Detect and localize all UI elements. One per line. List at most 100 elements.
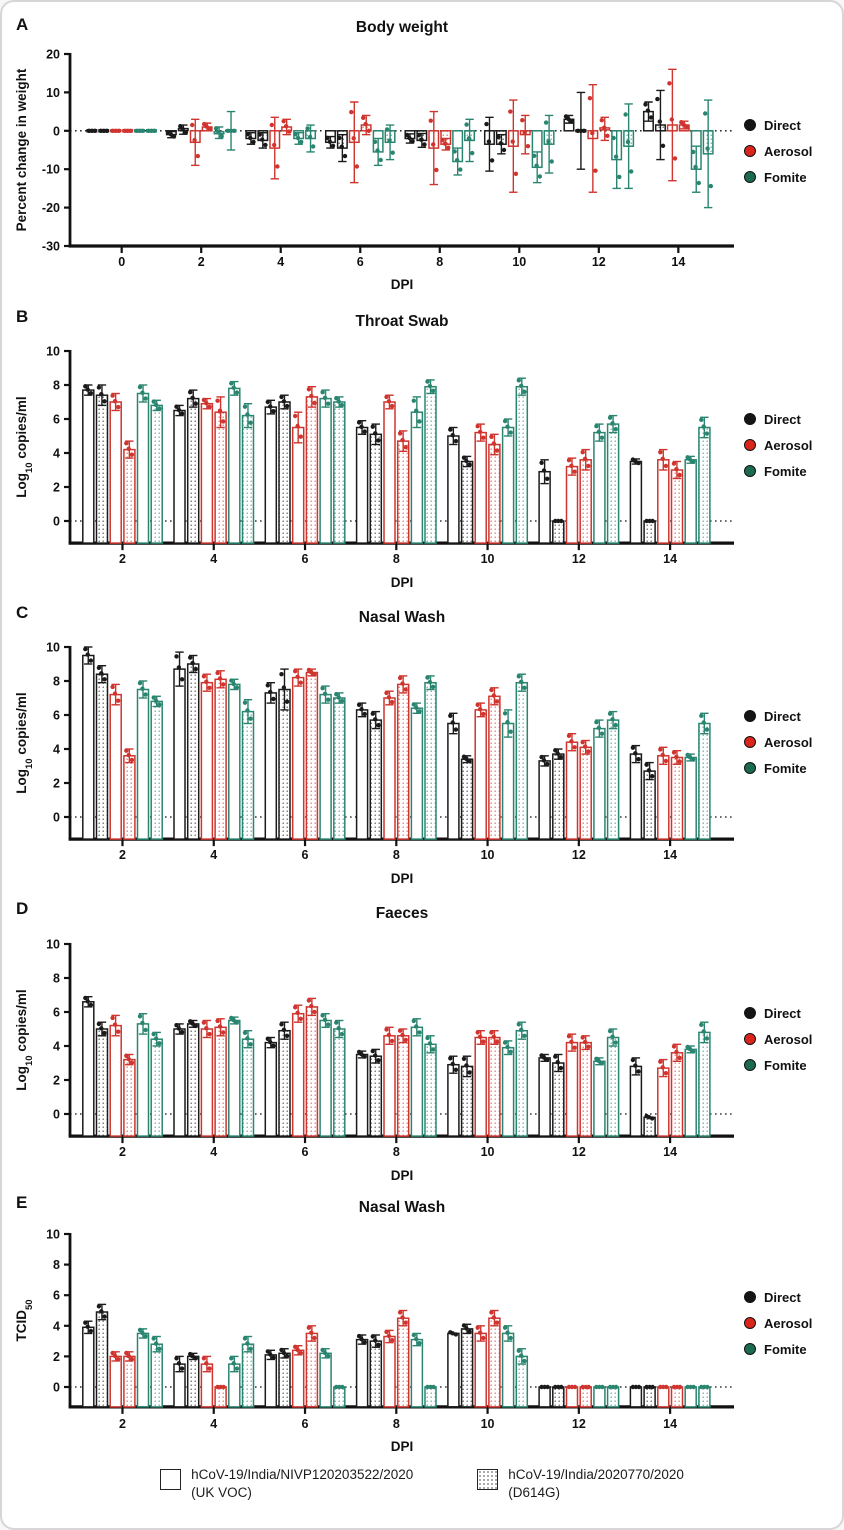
data-point <box>607 711 613 716</box>
bar-fomite-ukvoc-dpi8 <box>452 130 464 176</box>
data-point <box>411 1332 416 1338</box>
data-point <box>704 1036 710 1041</box>
y-tick-label: 10 <box>46 345 60 359</box>
data-point <box>475 1325 480 1330</box>
bar-aerosol-ukvoc-dpi4 <box>200 1355 214 1408</box>
data-point <box>502 418 508 424</box>
data-point <box>411 398 416 403</box>
bar-direct-d614g-dpi8 <box>416 130 428 149</box>
panel-C: C Nasal Wash 10 8 6 4 2 0 2 4 6 8 10 12 14 DPI Log10 cop… <box>2 594 842 890</box>
bar-direct-ukvoc-dpi10 <box>447 1330 460 1408</box>
x-tick-label: 8 <box>393 552 400 566</box>
bar-fomite-ukvoc-dpi10 <box>501 418 515 544</box>
bar-aerosol-ukvoc-dpi14 <box>666 68 678 182</box>
bar-aerosol-ukvoc-dpi10 <box>474 1325 487 1408</box>
data-point <box>248 1042 253 1047</box>
data-point <box>671 1044 677 1049</box>
panel-A-chart: A Body weight 20 10 0 -10 -20 -30 0 2 4 6 8 10 12 14 DPI… <box>14 15 734 292</box>
data-point <box>450 720 455 725</box>
panel-title: Body weight <box>356 19 448 36</box>
data-point <box>587 96 593 101</box>
bar-fomite-d614g-dpi2 <box>150 399 163 544</box>
data-point <box>251 139 256 145</box>
bar-direct-d614g-dpi10 <box>460 1055 474 1137</box>
data-point <box>390 150 395 155</box>
data-point <box>293 413 298 419</box>
bar-direct-ukvoc-dpi12 <box>538 1384 551 1408</box>
data-point <box>660 1065 665 1070</box>
data-point <box>522 130 527 135</box>
data-point <box>633 1063 638 1068</box>
data-point <box>494 1039 500 1044</box>
bar-aerosol-d614g-dpi0 <box>122 128 134 133</box>
bar-aerosol-d614g-dpi6 <box>305 997 319 1137</box>
data-point <box>271 1043 276 1048</box>
bar-direct-d614g-dpi10 <box>460 754 474 840</box>
legend-label: Fomite <box>764 463 807 479</box>
data-point <box>410 139 415 144</box>
bar-aerosol-d614g-dpi8 <box>396 430 410 544</box>
data-point <box>502 711 508 716</box>
data-point <box>334 1020 339 1025</box>
data-point <box>505 1330 510 1335</box>
data-point <box>110 1015 115 1021</box>
bar-aerosol-d614g-dpi6 <box>305 385 319 544</box>
bar-direct-d614g-dpi2 <box>95 384 109 544</box>
data-point <box>334 396 339 401</box>
data-point <box>375 148 380 153</box>
data-point <box>281 1350 287 1356</box>
data-point <box>389 1338 395 1343</box>
bar-aerosol-d614g-dpi4 <box>281 118 293 136</box>
x-tick-label: 10 <box>481 1145 495 1159</box>
bar-aerosol-ukvoc-dpi4 <box>200 673 214 840</box>
data-point <box>140 1330 145 1336</box>
data-point <box>193 666 198 672</box>
data-point <box>644 762 649 767</box>
panel-letter: A <box>16 15 28 34</box>
data-point <box>491 693 496 698</box>
data-point <box>566 116 571 122</box>
bar-fomite-ukvoc-dpi12 <box>593 1056 606 1137</box>
data-point <box>362 1054 367 1059</box>
data-point <box>96 385 102 390</box>
data-point <box>660 143 666 148</box>
bar-aerosol-d614g-dpi8 <box>396 1028 410 1137</box>
data-point <box>681 122 686 127</box>
data-point <box>519 679 524 684</box>
data-point <box>414 408 419 413</box>
data-point <box>140 686 145 691</box>
y-tick-label: 10 <box>46 86 60 100</box>
data-point <box>129 1357 135 1362</box>
data-point <box>566 733 572 738</box>
bar-fomite-d614g-dpi14 <box>702 99 714 209</box>
y-tick-label: 0 <box>53 1381 60 1395</box>
data-point <box>572 469 577 474</box>
data-point <box>431 142 436 147</box>
data-point <box>684 125 690 130</box>
panel-C-chart: C Nasal Wash 10 8 6 4 2 0 2 4 6 8 10 12 14 DPI Log10 cop… <box>14 603 734 886</box>
data-point <box>362 429 367 434</box>
data-point <box>204 1026 209 1031</box>
x-tick-label: 4 <box>210 1145 217 1159</box>
data-point <box>414 705 419 710</box>
legend-label: Aerosol <box>764 1031 813 1047</box>
bar-fomite-ukvoc-dpi14 <box>684 752 697 840</box>
bar-direct-d614g-dpi2 <box>95 1021 109 1137</box>
data-point <box>496 134 501 140</box>
bar-fomite-d614g-dpi4 <box>241 1029 255 1137</box>
bar-direct-d614g-dpi2 <box>177 124 189 135</box>
data-point <box>245 1341 250 1346</box>
data-point <box>242 700 248 705</box>
bar-aerosol-ukvoc-dpi2 <box>109 683 122 840</box>
bar-fomite-ukvoc-dpi4 <box>293 130 305 145</box>
data-point <box>660 456 665 461</box>
data-point <box>494 1320 500 1325</box>
bar-fomite-ukvoc-dpi4 <box>228 1015 241 1137</box>
data-point <box>657 119 662 124</box>
y-tick-label: 0 <box>53 515 60 529</box>
data-point <box>599 1061 605 1066</box>
data-point <box>378 157 383 163</box>
bar-fomite-ukvoc-dpi6 <box>319 685 332 840</box>
bar-fomite-ukvoc-dpi8 <box>410 702 424 840</box>
data-point <box>705 146 710 151</box>
